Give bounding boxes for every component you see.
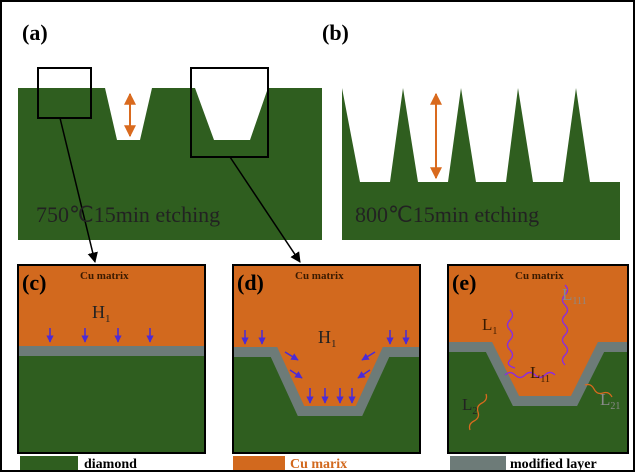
sub: 21 [610, 401, 620, 412]
legend-label: Cu marix [290, 457, 347, 472]
matrix-label: Cu matrix [515, 270, 564, 282]
sub: 1 [331, 338, 337, 350]
legend-label: modified layer [510, 457, 597, 472]
sub: 11 [540, 374, 550, 385]
panel-c: (c) Cu matrix H1 [18, 265, 205, 453]
panel-label: (a) [22, 20, 48, 45]
matrix-label: Cu matrix [80, 270, 129, 282]
sub: 1 [105, 313, 111, 325]
base: L [562, 285, 572, 304]
base: H [92, 302, 105, 322]
panel-d: (d) Cu matrix H1 [233, 265, 420, 453]
base: L [530, 363, 540, 382]
panel-label: (b) [322, 20, 349, 45]
sub: 1 [492, 326, 497, 337]
matrix-label: Cu matrix [295, 270, 344, 282]
panel-label: (c) [22, 270, 46, 295]
caption: 750℃15min etching [36, 202, 220, 227]
base: L [462, 395, 472, 414]
diagram: (a) 750℃15min etching (b) 800℃15min etch… [0, 0, 635, 472]
panel-label: (e) [452, 270, 476, 295]
base: L [600, 390, 610, 409]
legend-label: diamond [84, 457, 137, 472]
panel-label: (d) [237, 270, 264, 295]
legend-swatch [20, 456, 78, 470]
legend-swatch [233, 456, 285, 470]
caption: 800℃15min etching [355, 202, 539, 227]
legend-swatch [450, 456, 506, 470]
base: H [318, 327, 331, 347]
base: L [482, 315, 492, 334]
sub: 111 [572, 296, 586, 307]
sub: 2 [472, 406, 477, 417]
layer [19, 346, 204, 356]
